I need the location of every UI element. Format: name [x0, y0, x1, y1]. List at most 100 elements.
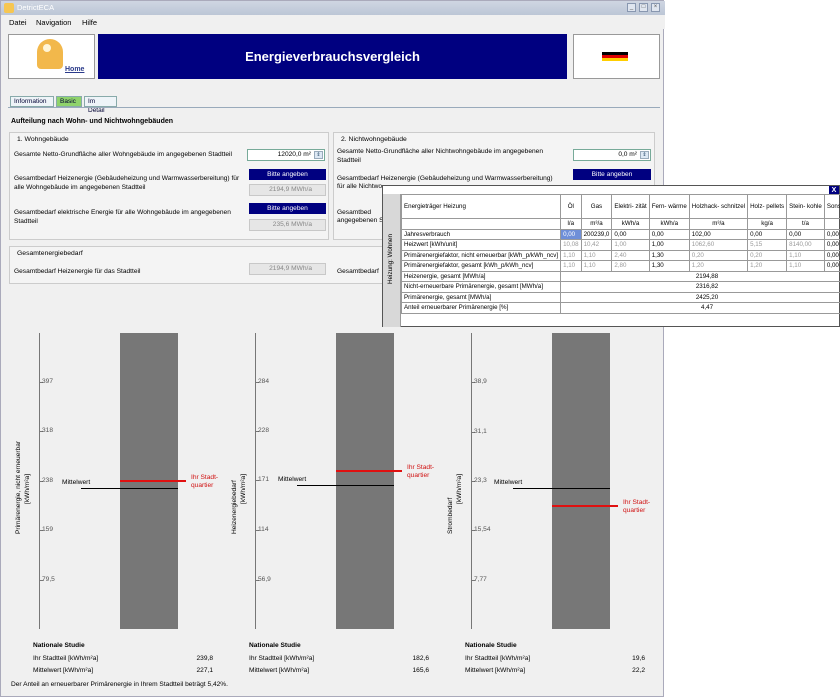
value-cell[interactable]: 0,00: [560, 228, 582, 240]
y-tick-label: 7,77: [474, 575, 487, 583]
unit-cell: m³/a: [688, 218, 749, 230]
y-tick: [255, 430, 259, 432]
wohn-heat-label: Gesamtbedarf Heizenergie (Gebäudeheizung…: [14, 175, 240, 191]
y-tick-label: 15,54: [474, 526, 491, 534]
value-cell[interactable]: 0,00: [611, 228, 650, 240]
menu-hilfe[interactable]: Hilfe: [82, 18, 98, 27]
popup-side-label: Heizung: Wohnen: [387, 234, 394, 284]
wohn-heat-value: 2194,9 MWh/a: [249, 184, 326, 196]
main-window: DetrictECA _ □ × Datei Navigation Hilfe …: [0, 0, 665, 697]
stat-title: Nationale Studie: [249, 642, 301, 649]
table-header: Stein- kohle: [786, 194, 825, 219]
y-axis-title: Primärenergie, nicht erneuerbar: [15, 440, 22, 534]
row-label: Heizwert [kWh/unit]: [400, 239, 562, 251]
tab-basic[interactable]: Basic: [56, 96, 82, 107]
y-axis: [471, 333, 472, 629]
value-cell[interactable]: 0,00: [823, 228, 840, 240]
home-logo-button[interactable]: Home: [8, 34, 95, 79]
stat-ihr-value: 19,6: [632, 655, 645, 662]
minimize-button[interactable]: _: [627, 3, 636, 12]
y-tick: [39, 579, 43, 581]
wohn-area-input[interactable]: 12020,0 m² ⇕: [247, 149, 325, 161]
value-cell: 1,10: [786, 260, 825, 272]
group-title: 1. Wohngebäude: [17, 136, 69, 143]
heizung-table: Energieträger Heizung Öl Gas Elektri- zität…: [400, 194, 840, 314]
mittelwert-line: [81, 487, 178, 489]
value-cell: 1,10: [786, 249, 825, 261]
value-cell: 0,20: [688, 249, 749, 261]
value-cell[interactable]: 102,00: [688, 228, 749, 240]
menu-datei[interactable]: Datei: [9, 18, 27, 27]
unit-cell: t/a: [786, 218, 825, 230]
gesamt-elec-label: Gesamtbedarf: [337, 268, 379, 275]
row-label: Jahresverbrauch: [400, 228, 562, 240]
mittelwert-line: [513, 488, 610, 490]
total-label: Primärenergie, gesamt [MWh/a]: [400, 291, 562, 303]
y-tick: [255, 382, 259, 384]
spinner-icon[interactable]: ⇕: [640, 151, 649, 159]
wohn-heat-button[interactable]: Bitte angeben: [249, 169, 326, 180]
total-value: 2425,20: [560, 291, 840, 303]
stat-mittelwert-label: Mittelwert [kWh/m²a]: [33, 667, 94, 674]
value-cell[interactable]: 200239,0: [580, 228, 613, 240]
unit-cell: kg/a: [747, 218, 788, 230]
value-cell[interactable]: 0,00: [648, 228, 690, 240]
value-cell: 0,00: [823, 249, 840, 261]
y-tick: [39, 431, 43, 433]
wohn-elec-value: 235,6 MWh/a: [249, 219, 326, 231]
unit-cell: [823, 218, 840, 230]
close-popup-button[interactable]: X: [829, 186, 839, 195]
spinner-icon[interactable]: ⇕: [314, 151, 323, 159]
ihr-stadtteil-label: Ihr Stadt- quartier: [623, 498, 651, 514]
language-flag-button[interactable]: [573, 34, 660, 79]
value-bar: [336, 333, 394, 629]
title-bar: DetrictECA _ □ ×: [1, 1, 665, 15]
value-cell: 1,20: [688, 260, 749, 272]
y-tick-label: 23,3: [474, 477, 487, 485]
stat-mittelwert-value: 227,1: [196, 667, 213, 674]
y-tick-label: 284: [258, 378, 270, 386]
maximize-button[interactable]: □: [639, 3, 648, 12]
y-axis: [39, 333, 40, 629]
mittelwert-label: Mittelwert: [494, 479, 523, 487]
value-cell: 1,20: [747, 260, 788, 272]
table-header: Gas: [580, 194, 613, 219]
y-tick-label: 31,1: [474, 427, 487, 435]
value-cell: 1062,60: [688, 239, 749, 251]
gesamt-heat-value: 2194,9 MWh/a: [249, 263, 326, 275]
value-cell[interactable]: 0,00: [786, 228, 825, 240]
y-axis-unit: [kWh/m²a]: [24, 473, 31, 504]
stat-ihr-value: 182,6: [412, 655, 429, 662]
wohn-area-label: Gesamte Netto-Grundfläche aller Wohngebä…: [14, 151, 232, 158]
tab-information[interactable]: Information: [10, 96, 54, 107]
row-label: Primärenergiefaktor, gesamt [kWh_p/kWh_n…: [400, 260, 562, 272]
y-tick-label: 397: [42, 378, 54, 386]
unit-cell: [400, 218, 562, 230]
footer-note: Der Anteil an erneuerbarer Primärenergie…: [11, 681, 228, 688]
menu-navigation[interactable]: Navigation: [36, 18, 72, 27]
value-cell: 0,20: [747, 249, 788, 261]
y-tick: [471, 530, 475, 532]
value-cell[interactable]: 0,00: [747, 228, 788, 240]
app-icon: [4, 3, 14, 13]
wohn-elec-button[interactable]: Bitte angeben: [249, 203, 326, 214]
close-window-button[interactable]: ×: [651, 3, 660, 12]
nichtwohn-area-input[interactable]: 0,0 m² ⇕: [573, 149, 651, 161]
ihr-stadtteil-label: Ihr Stadt- quartier: [191, 474, 219, 489]
value-cell: 1,10: [560, 249, 582, 261]
home-link[interactable]: Home: [65, 66, 85, 73]
value-cell: 1,30: [648, 249, 690, 261]
group-title: 2. Nichtwohngebäude: [341, 136, 407, 143]
tab-im-detail[interactable]: Im Detail: [84, 96, 117, 114]
table-header: Holzhack- schnitzel: [688, 194, 749, 219]
y-tick: [471, 481, 475, 483]
ihr-stadtteil-label: Ihr Stadt- quartier: [407, 464, 435, 480]
gesamt-heat-label: Gesamtbedarf Heizenergie für das Stadtte…: [14, 268, 141, 275]
nichtwohn-heat-button[interactable]: Bitte angeben: [573, 169, 651, 180]
y-tick: [471, 431, 475, 433]
chart-heizenergie: 284 228 171 114 56,9 Heizenergiebedarf [kWh/m²…: [225, 319, 435, 674]
total-label: Anteil erneuerbarer Primärenergie [%]: [400, 302, 562, 314]
page-title: Energieverbrauchsvergleich: [98, 34, 567, 79]
group-title: Gesamtenergiebedarf: [17, 250, 83, 257]
stat-title: Nationale Studie: [33, 642, 85, 649]
